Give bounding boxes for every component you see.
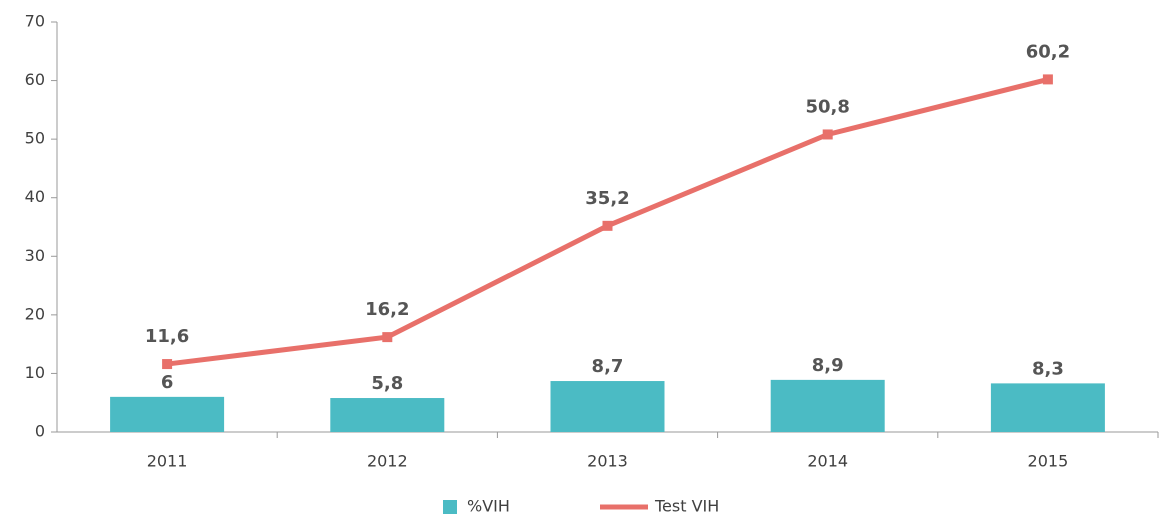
bar <box>110 396 225 432</box>
y-tick-label: 50 <box>25 129 45 148</box>
legend-label: Test VIH <box>654 497 719 516</box>
y-tick-label: 20 <box>25 304 45 323</box>
y-tick-label: 40 <box>25 187 45 206</box>
x-tick-label: 2014 <box>807 452 848 471</box>
y-tick-label: 0 <box>35 422 45 441</box>
legend-label: %VIH <box>467 497 510 516</box>
x-tick-label: 2013 <box>587 452 628 471</box>
y-tick-label: 70 <box>25 12 45 31</box>
value-label: 11,6 <box>145 326 189 347</box>
marker <box>162 359 173 370</box>
value-label: 8,9 <box>812 355 844 376</box>
value-label: 60,2 <box>1026 41 1070 62</box>
marker <box>382 332 393 343</box>
bar <box>550 381 665 432</box>
marker <box>822 129 833 140</box>
value-label: 6 <box>161 372 174 393</box>
x-tick-label: 2011 <box>147 452 188 471</box>
value-label: 8,3 <box>1032 358 1064 379</box>
bar <box>770 379 885 432</box>
x-tick-label: 2012 <box>367 452 408 471</box>
value-label: 8,7 <box>592 356 624 377</box>
y-tick-label: 10 <box>25 363 45 382</box>
marker <box>602 220 613 231</box>
bar <box>990 383 1105 432</box>
y-tick-label: 30 <box>25 246 45 265</box>
value-label: 35,2 <box>585 188 629 209</box>
legend-swatch <box>443 500 457 514</box>
bar <box>330 398 445 432</box>
value-label: 50,8 <box>805 96 849 117</box>
value-label: 5,8 <box>371 373 403 394</box>
y-tick-label: 60 <box>25 70 45 89</box>
marker <box>1042 74 1053 85</box>
x-tick-label: 2015 <box>1028 452 1069 471</box>
value-label: 16,2 <box>365 299 409 320</box>
